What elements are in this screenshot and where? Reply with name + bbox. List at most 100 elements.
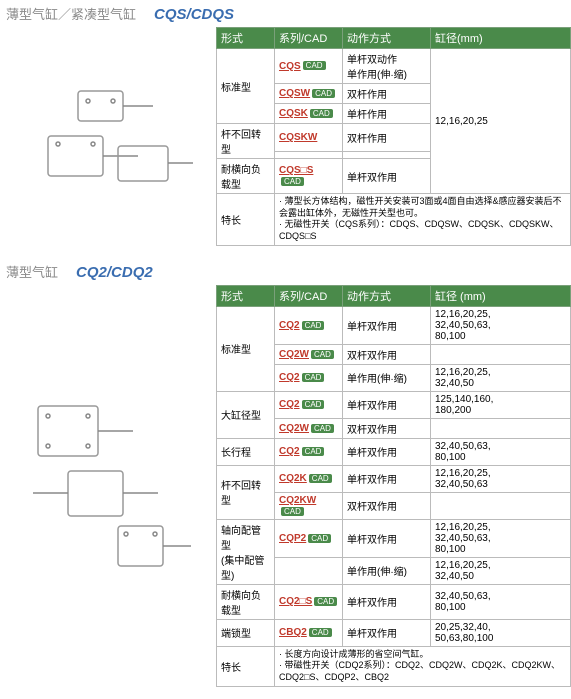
type-cell: 耐横向负载型	[217, 584, 275, 619]
action-cell: 单杆双作用	[343, 584, 431, 619]
section-title-zh: 薄型气缸／紧凑型气缸	[6, 4, 136, 23]
cad-badge[interactable]: CAD	[311, 424, 334, 433]
series-cell: CQ2KWCAD	[275, 492, 343, 519]
model-link[interactable]: CQ2	[279, 320, 300, 331]
feature-text: · 薄型长方体结构，磁性开关安装可3面或4面自由选择&感应器安装后不会露出缸体外…	[275, 194, 571, 246]
model-link[interactable]: CQ2	[279, 446, 300, 457]
type-cell: 耐横向负载型	[217, 159, 275, 194]
series-cell: CQ2CAD	[275, 391, 343, 418]
bore-cell: 20,25,32,40,50,63,80,100	[431, 619, 571, 646]
table-row: 长行程CQ2CAD单杆双作用32,40,50,63,80,100	[217, 438, 571, 465]
table-row: 端锁型CBQ2CAD单杆双作用20,25,32,40,50,63,80,100	[217, 619, 571, 646]
bore-cell: 12,16,20,25,32,40,50,63,80,100	[431, 306, 571, 344]
bore-cell: 12,16,20,25,32,40,50,63	[431, 465, 571, 492]
bore-cell: 12,16,20,25,32,40,50	[431, 364, 571, 391]
action-cell: 双杆双作用	[343, 344, 431, 364]
cad-badge[interactable]: CAD	[281, 507, 304, 516]
series-cell: CQ2□SCAD	[275, 584, 343, 619]
bore-cell	[431, 344, 571, 364]
cad-badge[interactable]: CAD	[311, 350, 334, 359]
series-cell: CQSCAD	[275, 49, 343, 84]
model-link[interactable]: CQP2	[279, 533, 306, 544]
action-cell: 双杆双作用	[343, 418, 431, 438]
model-link[interactable]: CQSKW	[279, 132, 317, 143]
series-cell: CQP2CAD	[275, 519, 343, 557]
series-cell: CQSKCAD	[275, 104, 343, 124]
bore-cell: 12,16,20,25,32,40,50,63,80,100	[431, 519, 571, 557]
model-link[interactable]: CQ2KW	[279, 495, 316, 506]
type-cell: 标准型	[217, 306, 275, 391]
action-cell: 单杆双动作单作用(伸·缩)	[343, 49, 431, 84]
feature-text: · 长度方向设计成薄形的省空间气缸。· 带磁性开关（CDQ2系列）：CDQ2、C…	[275, 646, 571, 686]
type-cell: 杆不回转型	[217, 124, 275, 159]
model-link[interactable]: CQSW	[279, 88, 310, 99]
cad-badge[interactable]: CAD	[303, 61, 326, 70]
action-cell: 单杆双作用	[343, 465, 431, 492]
type-cell: 轴向配管型(集中配管型)	[217, 519, 275, 584]
model-link[interactable]: CQ2W	[279, 349, 309, 360]
product-image	[0, 285, 216, 687]
bore-cell: 125,140,160,180,200	[431, 391, 571, 418]
cad-badge[interactable]: CAD	[281, 177, 304, 186]
action-cell: 双杆双作用	[343, 492, 431, 519]
cad-badge[interactable]: CAD	[309, 474, 332, 483]
model-link[interactable]: CQ2	[279, 399, 300, 410]
model-link[interactable]: CQS	[279, 61, 301, 72]
bore-cell: 32,40,50,63,80,100	[431, 584, 571, 619]
series-cell	[275, 557, 343, 584]
action-cell: 单杆双作用	[343, 306, 431, 344]
type-cell: 杆不回转型	[217, 465, 275, 519]
cad-badge[interactable]: CAD	[302, 400, 325, 409]
series-cell: CBQ2CAD	[275, 619, 343, 646]
model-link[interactable]: CQ2□S	[279, 596, 312, 607]
cad-badge[interactable]: CAD	[312, 89, 335, 98]
series-cell: CQSWCAD	[275, 84, 343, 104]
table-row: 大缸径型CQ2CAD单杆双作用125,140,160,180,200	[217, 391, 571, 418]
action-cell: 单作用(伸·缩)	[343, 557, 431, 584]
feature-label: 特长	[217, 194, 275, 246]
cad-badge[interactable]: CAD	[309, 628, 332, 637]
series-cell: CQ2CAD	[275, 438, 343, 465]
action-cell: 单杆作用	[343, 104, 431, 124]
action-cell: 单杆双作用	[343, 619, 431, 646]
col-header: 缸径(mm)	[431, 28, 571, 49]
model-link[interactable]: CQ2K	[279, 473, 307, 484]
action-cell: 单杆双作用	[343, 159, 431, 194]
col-header: 缸径 (mm)	[431, 285, 571, 306]
col-header: 动作方式	[343, 285, 431, 306]
model-link[interactable]: CQ2	[279, 372, 300, 383]
cad-badge[interactable]: CAD	[302, 373, 325, 382]
cad-badge[interactable]: CAD	[302, 447, 325, 456]
model-link[interactable]: CQ2W	[279, 423, 309, 434]
action-cell: 单杆双作用	[343, 391, 431, 418]
model-link[interactable]: CBQ2	[279, 627, 307, 638]
cad-badge[interactable]: CAD	[302, 321, 325, 330]
table-row: 杆不回转型CQ2KCAD单杆双作用12,16,20,25,32,40,50,63	[217, 465, 571, 492]
series-cell: CQSKW	[275, 124, 343, 152]
table-row: 标准型CQ2CAD单杆双作用12,16,20,25,32,40,50,63,80…	[217, 306, 571, 344]
table-row: 耐横向负载型CQ2□SCAD单杆双作用32,40,50,63,80,100	[217, 584, 571, 619]
series-cell: CQ2WCAD	[275, 344, 343, 364]
cad-badge[interactable]: CAD	[310, 109, 333, 118]
feature-label: 特长	[217, 646, 275, 686]
table-row: 标准型CQSCAD单杆双动作单作用(伸·缩)12,16,20,25	[217, 49, 571, 84]
action-cell: 双杆作用	[343, 124, 431, 152]
bore-cell: 12,16,20,25	[431, 49, 571, 194]
model-link[interactable]: CQSK	[279, 108, 308, 119]
cad-badge[interactable]: CAD	[314, 597, 337, 606]
series-cell: CQ2KCAD	[275, 465, 343, 492]
series-cell	[275, 152, 343, 159]
col-header: 系列/CAD	[275, 285, 343, 306]
cad-badge[interactable]: CAD	[308, 534, 331, 543]
type-cell: 端锁型	[217, 619, 275, 646]
table-row: 轴向配管型(集中配管型)CQP2CAD单杆双作用12,16,20,25,32,4…	[217, 519, 571, 557]
spec-table: 形式系列/CAD动作方式缸径 (mm)标准型CQ2CAD单杆双作用12,16,2…	[216, 285, 571, 687]
section-title-zh: 薄型气缸	[6, 262, 58, 281]
action-cell: 单作用(伸·缩)	[343, 364, 431, 391]
series-cell: CQS□SCAD	[275, 159, 343, 194]
col-header: 形式	[217, 285, 275, 306]
model-link[interactable]: CQS□S	[279, 165, 313, 176]
col-header: 动作方式	[343, 28, 431, 49]
spec-table: 形式系列/CAD动作方式缸径(mm)标准型CQSCAD单杆双动作单作用(伸·缩)…	[216, 27, 571, 246]
col-header: 形式	[217, 28, 275, 49]
